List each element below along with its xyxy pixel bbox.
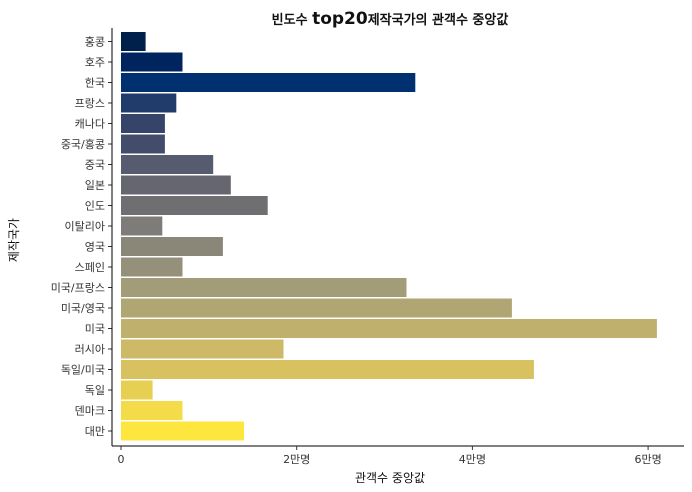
category-label: 캐나다 xyxy=(75,118,105,131)
category-label: 중국/홍콩 xyxy=(61,137,105,151)
bar-10 xyxy=(121,237,223,256)
bar-1 xyxy=(121,52,183,72)
bar-18 xyxy=(121,401,183,420)
bar-11 xyxy=(121,257,183,277)
category-label: 일본 xyxy=(85,178,105,192)
x-tick-label: 4만명 xyxy=(459,453,486,466)
category-label: 독일 xyxy=(85,383,105,397)
x-axis-title: 관객수 중앙값 xyxy=(355,471,425,485)
category-label: 스페인 xyxy=(75,261,105,274)
bar-17 xyxy=(121,380,153,400)
chart-title: 빈도수 top20제작국가의 관객수 중앙값 xyxy=(272,9,509,29)
bar-14 xyxy=(121,319,657,338)
category-label: 한국 xyxy=(85,77,105,90)
category-labels: 홍콩호주한국프랑스캐나다중국/홍콩중국일본인도이탈리아영국스페인미국/프랑스미국… xyxy=(51,35,112,438)
category-label: 미국/영국 xyxy=(61,302,105,315)
category-label: 미국 xyxy=(85,323,105,336)
bar-13 xyxy=(121,298,512,318)
category-label: 홍콩 xyxy=(85,35,105,49)
bar-4 xyxy=(121,114,165,133)
bar-12 xyxy=(121,278,407,297)
x-tick-label: 6만명 xyxy=(634,453,661,466)
category-label: 프랑스 xyxy=(75,97,105,110)
category-label: 미국/프랑스 xyxy=(51,282,105,295)
bar-7 xyxy=(121,175,231,195)
x-axis-ticks: 0 2만명 4만명 6만명 xyxy=(118,446,662,466)
category-label: 인도 xyxy=(85,200,105,213)
bar-2 xyxy=(121,73,416,92)
chart-title-suffix: 제작국가의 관객수 중앙값 xyxy=(368,12,509,28)
y-axis-title: 제작국가 xyxy=(7,218,21,262)
category-label: 대만 xyxy=(85,425,105,438)
bar-3 xyxy=(121,93,177,113)
category-label: 호주 xyxy=(85,56,105,69)
bar-8 xyxy=(121,196,268,215)
bar-15 xyxy=(121,339,284,359)
category-label: 독일/미국 xyxy=(61,363,105,377)
x-tick-label: 2만명 xyxy=(283,453,310,466)
bar-group xyxy=(121,32,657,441)
category-label: 이탈리아 xyxy=(65,220,105,233)
chart-title-prefix: 빈도수 xyxy=(272,12,312,28)
bar-0 xyxy=(121,32,146,51)
bar-6 xyxy=(121,155,214,174)
x-tick-label: 0 xyxy=(118,453,125,466)
category-label: 러시아 xyxy=(75,343,105,356)
chart-title-emphasis: top20 xyxy=(312,9,368,29)
category-label: 덴마크 xyxy=(75,405,105,418)
category-label: 중국 xyxy=(85,159,105,172)
bar-5 xyxy=(121,134,165,154)
bar-19 xyxy=(121,421,244,441)
bar-9 xyxy=(121,216,163,236)
bar-16 xyxy=(121,360,534,379)
category-label: 영국 xyxy=(85,241,105,254)
